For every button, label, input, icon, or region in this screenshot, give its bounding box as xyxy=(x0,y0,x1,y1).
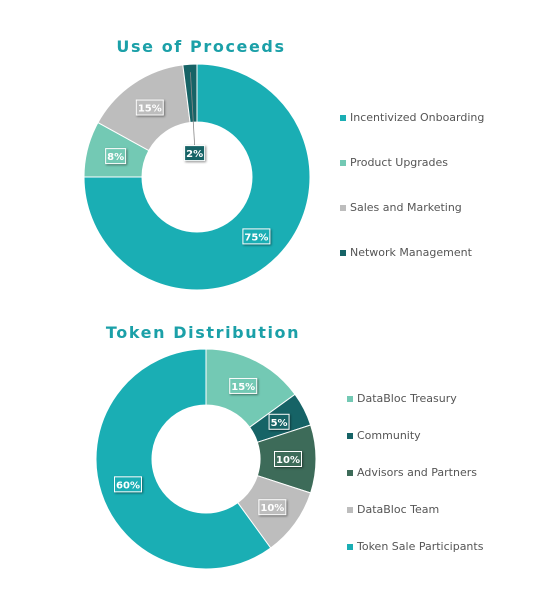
legend-label: Sales and Marketing xyxy=(350,201,462,214)
use-of-proceeds-title: Use of Proceeds xyxy=(116,37,286,56)
data-label-token-sale-participants: 60% xyxy=(114,476,143,493)
legend-swatch xyxy=(340,159,346,166)
token-distribution-legend: DataBloc Treasury Community Advisors and… xyxy=(347,380,483,565)
legend-swatch xyxy=(347,469,353,476)
data-label-text: 15% xyxy=(138,104,162,115)
data-label-databloc-team: 10% xyxy=(258,499,287,516)
data-label-advisors-and-partners: 10% xyxy=(274,451,302,467)
legend-item-network-management: Network Management xyxy=(340,230,484,275)
data-label-box xyxy=(184,145,206,162)
data-label-box xyxy=(258,499,287,516)
legend-swatch xyxy=(347,506,353,513)
legend-swatch xyxy=(347,543,353,550)
legend-swatch xyxy=(340,204,346,211)
legend-item-databloc-treasury: DataBloc Treasury xyxy=(347,380,483,417)
leader-line-network-management xyxy=(190,72,196,146)
data-label-box xyxy=(274,451,302,467)
data-label-sales-and-marketing: 15% xyxy=(135,99,164,116)
data-label-product-upgrades: 8% xyxy=(105,148,127,165)
data-label-network-management: 2% xyxy=(184,145,206,162)
legend-label: DataBloc Team xyxy=(357,503,440,516)
legend-item-databloc-team: DataBloc Team xyxy=(347,491,483,528)
data-label-text: 2% xyxy=(186,149,203,160)
legend-item-incentivized-onboarding: Incentivized Onboarding xyxy=(340,95,484,140)
data-label-box xyxy=(135,99,164,116)
legend-label: Incentivized Onboarding xyxy=(350,111,485,124)
legend-label: Community xyxy=(357,429,421,442)
legend-item-sales-and-marketing: Sales and Marketing xyxy=(340,185,484,230)
data-label-community: 5% xyxy=(268,413,290,430)
legend-label: Advisors and Partners xyxy=(357,466,477,479)
legend-item-product-upgrades: Product Upgrades xyxy=(340,140,484,185)
data-label-box xyxy=(105,148,127,165)
data-label-text: 10% xyxy=(276,455,300,466)
slice-network-management xyxy=(182,63,198,123)
use-of-proceeds-legend: Incentivized Onboarding Product Upgrades… xyxy=(340,95,484,275)
legend-item-community: Community xyxy=(347,417,483,454)
data-label-text: 8% xyxy=(107,152,124,163)
data-label-text: 15% xyxy=(231,382,255,393)
use-of-proceeds-donut: 75% 8% 15% 2% xyxy=(83,63,311,291)
legend-swatch xyxy=(347,432,353,439)
data-label-text: 5% xyxy=(271,418,288,429)
data-label-text: 60% xyxy=(116,480,140,491)
legend-swatch xyxy=(347,395,353,402)
legend-label: Token Sale Participants xyxy=(357,540,484,553)
data-label-text: 10% xyxy=(260,503,284,514)
legend-swatch xyxy=(340,114,346,121)
data-label-box xyxy=(268,413,290,430)
data-label-text: 75% xyxy=(244,232,268,243)
data-label-incentivized-onboarding: 75% xyxy=(242,228,271,245)
token-distribution-donut: 15% 5% 10% 10% 60% xyxy=(95,348,317,570)
slice-token-sale-participants xyxy=(95,348,272,570)
legend-swatch xyxy=(340,249,346,256)
legend-label: DataBloc Treasury xyxy=(357,392,457,405)
data-label-box xyxy=(229,377,258,394)
legend-item-advisors-and-partners: Advisors and Partners xyxy=(347,454,483,491)
legend-label: Network Management xyxy=(350,246,472,259)
legend-item-token-sale-participants: Token Sale Participants xyxy=(347,528,483,565)
token-distribution-title: Token Distribution xyxy=(105,323,301,342)
data-label-databloc-treasury: 15% xyxy=(229,377,258,394)
legend-label: Product Upgrades xyxy=(350,156,449,169)
data-label-box xyxy=(242,228,271,245)
data-label-box xyxy=(114,476,143,493)
